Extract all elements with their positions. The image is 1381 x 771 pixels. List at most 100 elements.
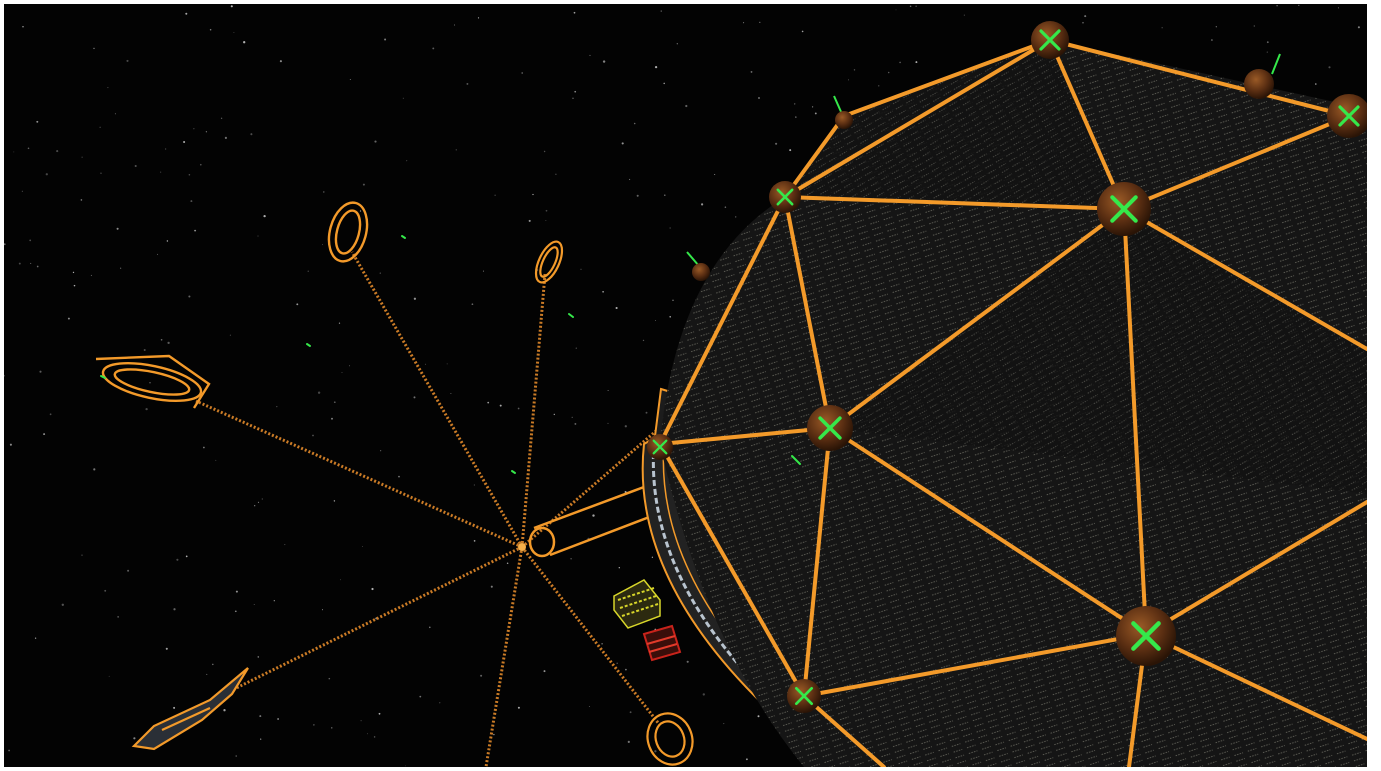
node-marker-top[interactable] — [1031, 21, 1069, 59]
star — [1215, 26, 1217, 28]
cargo-container-red — [642, 624, 682, 662]
star — [701, 203, 704, 206]
star — [517, 706, 520, 709]
star — [257, 235, 259, 237]
star — [205, 131, 208, 133]
star — [645, 411, 648, 414]
star — [621, 142, 624, 145]
star — [758, 97, 760, 99]
star — [379, 272, 381, 274]
star — [909, 5, 912, 8]
star — [188, 174, 191, 176]
star — [120, 267, 122, 269]
node-marker-bottom[interactable] — [1116, 606, 1176, 666]
star — [21, 190, 23, 192]
star — [359, 210, 362, 212]
star — [263, 214, 266, 218]
star — [473, 540, 476, 542]
star — [61, 603, 64, 606]
star — [331, 727, 333, 729]
star — [321, 609, 324, 611]
star — [360, 720, 362, 722]
star — [194, 229, 197, 232]
star — [73, 284, 76, 287]
geodesic-dome — [658, 38, 1367, 767]
star — [43, 433, 46, 436]
star — [528, 219, 531, 222]
star — [543, 670, 546, 673]
node-marker-rim[interactable] — [647, 434, 673, 460]
star — [487, 401, 490, 404]
star — [676, 43, 678, 45]
star — [775, 142, 778, 145]
star — [714, 174, 716, 175]
star — [34, 637, 37, 639]
star — [164, 148, 167, 150]
star — [30, 262, 32, 264]
star — [1357, 26, 1360, 29]
star — [166, 240, 169, 242]
star — [36, 265, 39, 268]
star — [517, 407, 520, 410]
star — [580, 268, 582, 270]
star — [895, 9, 897, 11]
node-marker-mid[interactable] — [807, 405, 853, 451]
star — [413, 297, 417, 300]
star — [477, 17, 480, 19]
star — [235, 755, 237, 757]
star — [18, 262, 21, 265]
star — [963, 14, 965, 16]
star — [402, 97, 404, 99]
star — [471, 303, 474, 306]
star — [133, 737, 136, 740]
ring-module-top-left — [327, 201, 369, 263]
star — [22, 25, 24, 28]
space-scene — [4, 4, 1367, 767]
star — [1298, 4, 1300, 7]
node-marker-center[interactable] — [1097, 182, 1151, 236]
star — [664, 194, 666, 196]
star — [149, 382, 151, 384]
star — [104, 589, 107, 592]
star — [250, 133, 253, 136]
star — [848, 79, 849, 81]
ring-module-left — [95, 354, 211, 409]
star — [616, 662, 618, 664]
star — [206, 673, 208, 675]
star — [455, 149, 457, 151]
star — [173, 608, 176, 611]
star — [655, 319, 657, 321]
star — [160, 171, 162, 173]
star — [654, 65, 658, 69]
star — [374, 140, 377, 143]
star — [99, 126, 101, 128]
game-viewport[interactable] — [4, 4, 1367, 767]
star — [724, 206, 727, 208]
star — [380, 450, 382, 452]
star — [1328, 66, 1331, 69]
star — [284, 544, 286, 546]
star — [4, 243, 6, 246]
star — [915, 5, 917, 7]
node-marker-right-edge[interactable] — [1327, 94, 1367, 138]
star — [296, 303, 299, 306]
star — [450, 392, 452, 394]
star — [607, 422, 609, 424]
star — [384, 38, 387, 41]
star — [81, 554, 83, 556]
cargo-container-yellow — [613, 579, 661, 629]
star — [328, 677, 331, 680]
star — [143, 348, 146, 352]
star — [723, 723, 725, 725]
star — [127, 569, 130, 572]
star — [183, 140, 186, 144]
node-marker-lower-left[interactable] — [787, 679, 821, 713]
star — [1084, 15, 1087, 18]
star — [654, 750, 657, 753]
star — [223, 709, 226, 712]
node-marker-left[interactable] — [769, 181, 801, 213]
star — [56, 150, 59, 153]
star — [93, 47, 95, 50]
star — [323, 191, 325, 193]
star — [466, 82, 469, 85]
